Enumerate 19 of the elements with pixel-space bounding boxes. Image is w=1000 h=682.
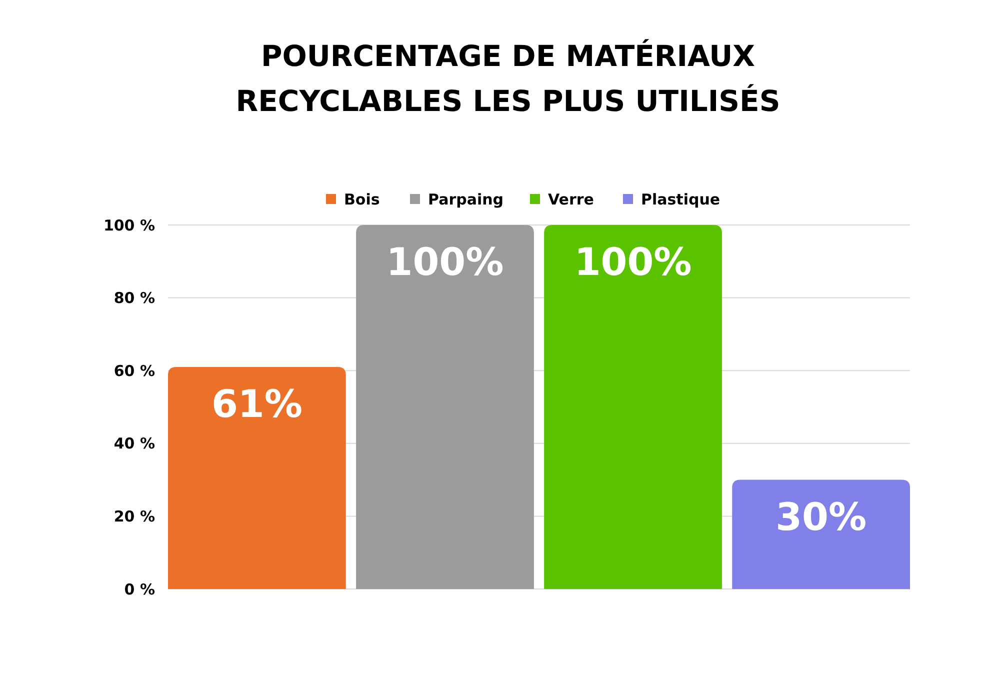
data-label: 100% (386, 240, 504, 284)
bar (544, 225, 722, 589)
bar (732, 480, 910, 589)
y-tick-label: 80 % (114, 289, 155, 308)
y-tick-label: 0 % (124, 580, 155, 598)
chart-title: POURCENTAGE DE MATÉRIAUX RECYCLABLES LES PLUS UTILISÉS (236, 39, 780, 118)
y-tick-label: 100 % (103, 216, 155, 234)
legend-label: Parpaing (428, 190, 504, 208)
y-tick-label: 20 % (114, 507, 155, 526)
legend-label: Plastique (641, 190, 720, 208)
bar (168, 366, 346, 589)
y-tick-label: 40 % (114, 434, 155, 453)
legend-label: Bois (344, 190, 380, 208)
data-label: 61% (211, 382, 302, 426)
legend-label: Verre (548, 190, 594, 208)
data-label: 100% (574, 240, 692, 284)
bar (356, 225, 534, 589)
data-label: 30% (776, 494, 867, 539)
y-tick-label: 60 % (114, 362, 155, 380)
